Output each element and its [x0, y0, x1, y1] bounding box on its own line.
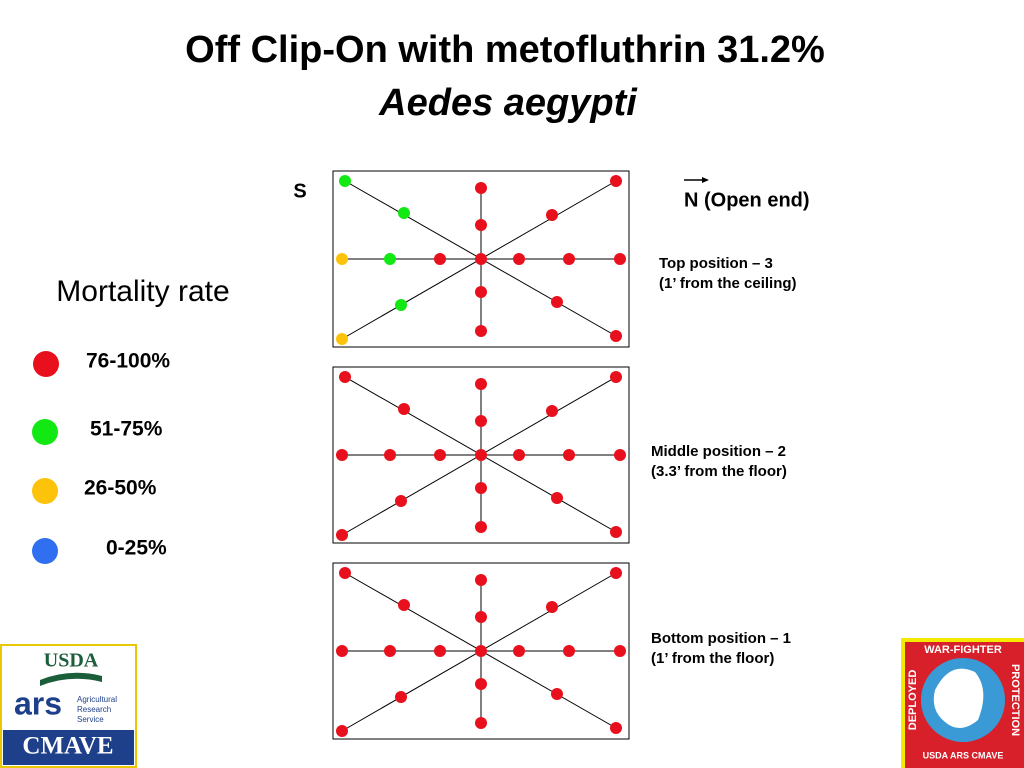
- legend-dot: [32, 419, 58, 445]
- dot: [513, 253, 525, 265]
- dot: [339, 567, 351, 579]
- legend-label: 51-75%: [90, 418, 163, 441]
- dot: [475, 678, 487, 690]
- legend-label: 76-100%: [86, 350, 170, 373]
- dot: [336, 725, 348, 737]
- dot: [610, 526, 622, 538]
- north-label: N (Open end): [684, 189, 810, 211]
- dot: [610, 175, 622, 187]
- dot: [336, 333, 348, 345]
- legend-label: 0-25%: [106, 537, 167, 560]
- dot: [434, 645, 446, 657]
- dot: [610, 567, 622, 579]
- dot: [336, 529, 348, 541]
- title: Off Clip-On with metofluthrin 31.2%: [185, 29, 825, 71]
- dot: [551, 688, 563, 700]
- usda-text: USDA: [44, 650, 99, 672]
- dot: [336, 449, 348, 461]
- dot: [339, 371, 351, 383]
- subtitle: Aedes aegypti: [378, 82, 638, 124]
- dot: [398, 207, 410, 219]
- legend-title: Mortality rate: [56, 275, 229, 308]
- legend-dot: [33, 351, 59, 377]
- legend-dot: [32, 538, 58, 564]
- dot: [614, 253, 626, 265]
- panel-label: Bottom position – 1: [651, 630, 791, 647]
- dot: [475, 415, 487, 427]
- dot: [395, 495, 407, 507]
- usda-swoosh: [40, 672, 102, 686]
- panel-label: Middle position – 2: [651, 443, 786, 460]
- dot: [475, 449, 487, 461]
- dot: [475, 717, 487, 729]
- dot: [475, 286, 487, 298]
- dwfp-head: [933, 668, 984, 729]
- dot: [513, 449, 525, 461]
- dot: [475, 253, 487, 265]
- dot: [563, 645, 575, 657]
- dot: [614, 449, 626, 461]
- legend-label: 26-50%: [84, 477, 157, 500]
- dot: [475, 645, 487, 657]
- dwfp-top: WAR-FIGHTER: [924, 644, 1002, 656]
- dot: [398, 599, 410, 611]
- south-label: S: [293, 180, 306, 202]
- ars-line1: Agricultural: [77, 695, 117, 704]
- north-arrowhead: [702, 177, 709, 183]
- dot: [563, 253, 575, 265]
- panel-label: (1’ from the floor): [651, 650, 774, 667]
- dot: [475, 325, 487, 337]
- cmave-text: CMAVE: [22, 733, 113, 760]
- dwfp-right: PROTECTION: [1009, 664, 1021, 736]
- dot: [475, 611, 487, 623]
- cmave-band: [3, 730, 134, 765]
- dot: [395, 299, 407, 311]
- dot: [513, 645, 525, 657]
- panel-label: Top position – 3: [659, 255, 773, 272]
- dot: [475, 378, 487, 390]
- dot: [336, 645, 348, 657]
- dot: [395, 691, 407, 703]
- panels: Top position – 3 (1’ from the ceiling) Mid…: [332, 170, 797, 740]
- dot: [339, 175, 351, 187]
- dot: [551, 492, 563, 504]
- dwfp-bottom: USDA ARS CMAVE: [923, 750, 1004, 760]
- ars-line3: Service: [77, 715, 104, 724]
- dot: [434, 449, 446, 461]
- dot: [610, 330, 622, 342]
- dot: [475, 482, 487, 494]
- panel-label: (1’ from the ceiling): [659, 275, 797, 292]
- dot: [546, 601, 558, 613]
- dot: [384, 645, 396, 657]
- dot: [563, 449, 575, 461]
- dot: [610, 722, 622, 734]
- ars-text: ars: [14, 685, 62, 721]
- ars-line2: Research: [77, 705, 111, 714]
- dot: [546, 405, 558, 417]
- panel-label: (3.3’ from the floor): [651, 463, 787, 480]
- dot: [336, 253, 348, 265]
- dot: [614, 645, 626, 657]
- dot: [384, 449, 396, 461]
- dot: [434, 253, 446, 265]
- dot: [475, 182, 487, 194]
- dot: [546, 209, 558, 221]
- dot: [610, 371, 622, 383]
- legend-dot: [32, 478, 58, 504]
- legend: 76-100% 51-75% 26-50% 0-25%: [32, 350, 170, 564]
- dot: [475, 574, 487, 586]
- dot: [398, 403, 410, 415]
- dot: [475, 219, 487, 231]
- dot: [475, 521, 487, 533]
- dot: [384, 253, 396, 265]
- dwfp-left: DEPLOYED: [907, 670, 919, 731]
- dot: [551, 296, 563, 308]
